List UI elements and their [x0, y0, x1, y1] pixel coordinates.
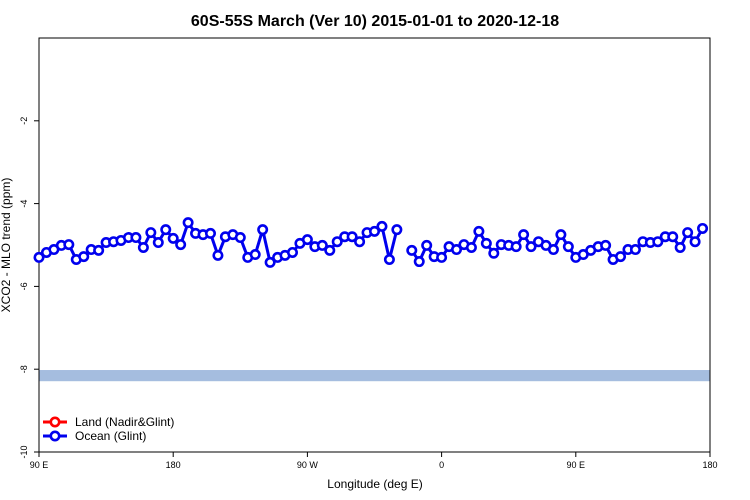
data-point	[465, 241, 477, 253]
data-point	[93, 244, 105, 256]
data-point	[510, 241, 522, 253]
data-point	[689, 236, 701, 248]
data-point	[383, 253, 395, 265]
legend-label: Land (Nadir&Glint)	[75, 415, 174, 429]
data-point	[324, 244, 336, 256]
data-point	[212, 249, 224, 261]
data-point	[368, 225, 380, 237]
x-tick-label: 90 W	[297, 460, 319, 470]
y-tick-label: -6	[19, 282, 29, 290]
data-point	[234, 232, 246, 244]
data-point	[697, 222, 709, 234]
data-point	[63, 239, 75, 251]
x-tick-label: 180	[702, 460, 717, 470]
data-point	[480, 237, 492, 249]
data-point	[525, 241, 537, 253]
data-point	[555, 229, 567, 241]
x-axis-label: Longitude (deg E)	[327, 477, 422, 491]
data-point	[667, 231, 679, 243]
x-tick-label: 180	[166, 460, 181, 470]
data-point	[547, 244, 559, 256]
legend-marker	[49, 430, 61, 442]
data-point	[376, 220, 388, 232]
data-point	[674, 241, 686, 253]
data-point	[562, 241, 574, 253]
data-point	[137, 241, 149, 253]
data-point	[391, 224, 403, 236]
data-point	[518, 229, 530, 241]
data-point	[130, 232, 142, 244]
legend-marker	[49, 416, 61, 428]
data-point	[354, 236, 366, 248]
data-point	[257, 224, 269, 236]
data-point	[182, 217, 194, 229]
chart-title: 60S-55S March (Ver 10) 2015-01-01 to 202…	[191, 13, 559, 30]
data-point	[33, 251, 45, 263]
data-point	[421, 239, 433, 251]
data-point	[264, 256, 276, 268]
band	[39, 370, 710, 382]
data-point	[204, 227, 216, 239]
data-point	[160, 224, 172, 236]
data-point	[301, 234, 313, 246]
data-point	[652, 236, 664, 248]
data-point	[629, 244, 641, 256]
data-point	[615, 251, 627, 263]
data-point	[167, 232, 179, 244]
data-point	[600, 239, 612, 251]
data-point	[78, 251, 90, 263]
x-tick-label: 90 E	[30, 460, 49, 470]
y-tick-label: -4	[19, 200, 29, 208]
data-point	[145, 227, 157, 239]
x-tick-label: 0	[439, 460, 444, 470]
data-point	[316, 239, 328, 251]
data-point	[436, 251, 448, 263]
data-point	[406, 244, 418, 256]
data-point	[451, 244, 463, 256]
y-tick-label: -8	[19, 365, 29, 373]
plot-frame	[38, 37, 711, 453]
y-tick-label: -2	[19, 117, 29, 125]
y-axis-label: XCO2 - MLO trend (ppm)	[0, 178, 13, 313]
x-tick-label: 90 E	[567, 460, 586, 470]
data-point	[249, 249, 261, 261]
data-point	[682, 227, 694, 239]
data-point	[175, 239, 187, 251]
y-tick-label: -10	[19, 445, 29, 458]
data-point	[331, 236, 343, 248]
data-point	[346, 231, 358, 243]
legend-label: Ocean (Glint)	[75, 429, 146, 443]
data-point	[286, 246, 298, 258]
data-point	[413, 256, 425, 268]
data-point	[152, 237, 164, 249]
data-point	[473, 225, 485, 237]
data-point	[488, 247, 500, 259]
